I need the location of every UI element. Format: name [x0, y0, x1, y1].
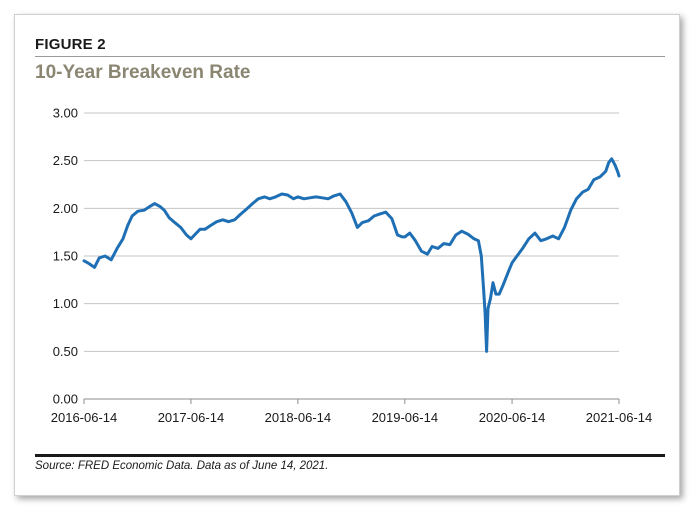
bottom-divider — [35, 454, 665, 457]
figure-label: FIGURE 2 — [35, 36, 106, 53]
y-tick-label: 2.00 — [53, 201, 78, 216]
x-tick-label: 2021-06-14 — [586, 410, 653, 425]
y-axis-ticks: 0.00 0.50 1.00 1.50 2.00 2.50 3.00 — [53, 106, 78, 407]
y-tick-label: 1.00 — [53, 296, 78, 311]
source-note: Source: FRED Economic Data. Data as of J… — [35, 460, 329, 472]
y-tick-label: 1.50 — [53, 249, 78, 264]
x-tick-label: 2018-06-14 — [265, 410, 332, 425]
x-tick-label: 2016-06-14 — [51, 410, 118, 425]
y-tick-label: 0.00 — [53, 392, 78, 407]
y-tick-label: 0.50 — [53, 344, 78, 359]
top-divider — [35, 56, 665, 57]
y-tick-label: 3.00 — [53, 106, 78, 121]
series-line — [82, 157, 621, 353]
x-tick-label: 2019-06-14 — [372, 410, 439, 425]
y-tick-label: 2.50 — [53, 153, 78, 168]
figure-card — [14, 14, 680, 496]
gridlines — [84, 112, 619, 400]
x-axis-ticks: 2016-06-14 2017-06-14 2018-06-14 2019-06-14… — [51, 399, 653, 425]
series-layer — [82, 157, 621, 353]
x-tick-label: 2020-06-14 — [479, 410, 546, 425]
x-tick-label: 2017-06-14 — [158, 410, 225, 425]
chart-title: 10-Year Breakeven Rate — [35, 62, 251, 83]
